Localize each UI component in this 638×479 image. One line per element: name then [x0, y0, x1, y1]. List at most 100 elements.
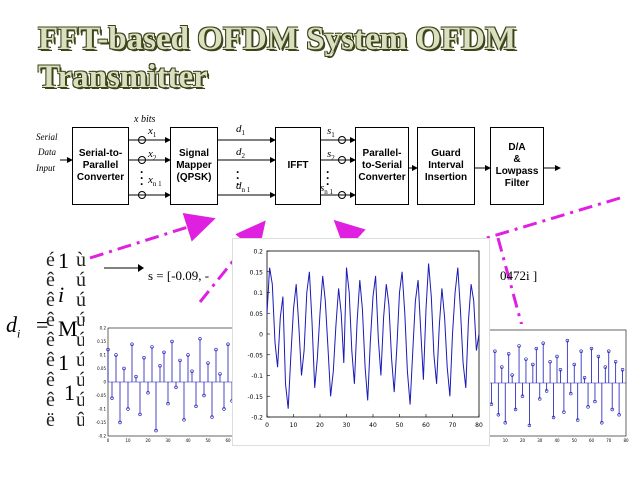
- stem-y-tick-label: 0.15: [97, 339, 106, 344]
- stem-marker: [582, 375, 587, 380]
- stem-marker: [531, 362, 535, 367]
- stem-marker: [158, 364, 162, 368]
- stem-marker: [513, 407, 518, 412]
- input-label-line2: Data: [38, 147, 56, 157]
- stem-marker: [134, 374, 138, 379]
- stem-x-tick-label: 50: [205, 438, 211, 443]
- y-tick-label: 0.15: [250, 269, 264, 276]
- stem-marker: [202, 393, 206, 398]
- vector-entry-4: 1: [58, 350, 69, 375]
- stem-marker: [603, 365, 608, 369]
- x-tick-label: 50: [396, 422, 404, 429]
- symbol-xn: xn 1: [148, 174, 162, 189]
- stem-marker: [558, 368, 563, 372]
- stem-marker: [106, 347, 110, 352]
- y-tick-label: 0.2: [253, 249, 263, 256]
- stem-marker: [166, 401, 170, 406]
- stem-marker: [524, 357, 528, 361]
- stem-y-tick-label: 0.1: [100, 353, 107, 358]
- stem-marker: [182, 418, 186, 422]
- stem-marker: [579, 349, 583, 353]
- symbol-sn: sn 1: [320, 182, 334, 197]
- y-tick-label: 0.05: [250, 311, 264, 318]
- symbol-d2: d2: [236, 146, 245, 161]
- guard-interval-block: Guard Interval Insertion: [417, 127, 475, 205]
- s-vector-expression: s = [-0.09, -: [148, 268, 210, 283]
- symbol-d1: d1: [236, 123, 245, 138]
- x-tick-label: 70: [449, 422, 457, 429]
- symbol-s1: s1: [327, 125, 335, 140]
- stem-x-tick-label: 50: [572, 438, 578, 443]
- vector-entry-5: 1: [64, 380, 75, 405]
- y-tick-label: 0.1: [253, 290, 263, 297]
- x-tick-label: 40: [369, 422, 377, 429]
- stem-marker: [620, 368, 625, 372]
- stem-marker: [613, 360, 618, 364]
- stem-marker: [210, 415, 214, 419]
- stem-x-tick-label: 10: [125, 438, 131, 443]
- parallel-to-serial-block: Parallel-to-Serial Converter: [355, 127, 409, 205]
- stem-x-tick-label: 10: [503, 438, 509, 443]
- stem-marker: [194, 404, 198, 409]
- equation-lhs: di: [6, 312, 21, 341]
- stem-marker: [222, 407, 226, 411]
- stem-y-tick-label: 0.2: [100, 326, 107, 331]
- y-tick-label: -0.1: [251, 373, 263, 380]
- ellipsis-d: ...: [236, 162, 240, 188]
- equation-arrow: [104, 264, 144, 272]
- stem-marker: [503, 421, 507, 425]
- stem-marker: [555, 354, 559, 359]
- y-tick-label: -0.05: [247, 352, 263, 359]
- stem-y-tick-label: -0.1: [98, 407, 106, 412]
- stem-marker: [548, 360, 552, 364]
- stem-marker: [596, 354, 601, 359]
- stem-marker: [190, 369, 194, 373]
- slide-title: FFT-based OFDM System OFDM Transmitter: [38, 21, 517, 95]
- stem-x-tick-label: 60: [225, 438, 231, 443]
- stem-marker: [154, 428, 158, 433]
- stem-marker: [138, 412, 142, 417]
- stem-marker: [496, 413, 501, 417]
- stem-marker: [130, 342, 134, 346]
- stem-x-tick-label: 60: [589, 438, 595, 443]
- x-tick-label: 60: [422, 422, 430, 429]
- stem-marker: [527, 423, 532, 428]
- stem-x-tick-label: 20: [145, 438, 151, 443]
- stem-y-tick-label: 0: [103, 380, 106, 385]
- stem-x-tick-label: 30: [165, 438, 171, 443]
- stem-marker: [565, 338, 570, 343]
- stem-marker: [198, 337, 202, 341]
- stem-marker: [506, 352, 511, 356]
- x-tick-label: 0: [265, 422, 269, 429]
- stem-marker: [610, 407, 614, 412]
- symbol-dn: dn 1: [236, 180, 251, 195]
- ifft-block: IFFT: [275, 127, 321, 205]
- stem-marker: [126, 407, 130, 411]
- equation-equals: =: [36, 312, 49, 337]
- stem-x-tick-label: 30: [537, 438, 543, 443]
- stem-x-tick-label: 80: [623, 438, 629, 443]
- stem-marker: [617, 413, 621, 417]
- stem-marker: [544, 389, 549, 393]
- stem-y-tick-label: -0.15: [96, 420, 107, 425]
- stem-x-tick-label: 0: [107, 438, 110, 443]
- stem-marker: [226, 342, 230, 346]
- stem-marker: [150, 345, 154, 349]
- stem-marker: [206, 361, 210, 365]
- stem-x-tick-label: 40: [185, 438, 191, 443]
- ifft-output-plot: 0.2 0.15 0.1 0.05 0 -0.05 -0.1 -0.15 -0.2 0 10 20 30…: [232, 238, 490, 446]
- x-tick-label: 30: [343, 422, 351, 429]
- stem-marker: [114, 353, 118, 357]
- input-label-line1: Serial: [36, 132, 58, 142]
- stem-marker: [562, 410, 566, 414]
- serial-to-parallel-block: Serial-to- Parallel Converter: [72, 127, 129, 205]
- xbits-label: x bits: [134, 114, 156, 125]
- symbol-x2: x2: [148, 148, 157, 163]
- stem-x-tick-label: 70: [606, 438, 612, 443]
- stem-marker: [575, 418, 580, 422]
- symbol-x1: x1: [148, 125, 157, 140]
- stem-marker: [600, 421, 604, 425]
- stem-marker: [589, 346, 594, 351]
